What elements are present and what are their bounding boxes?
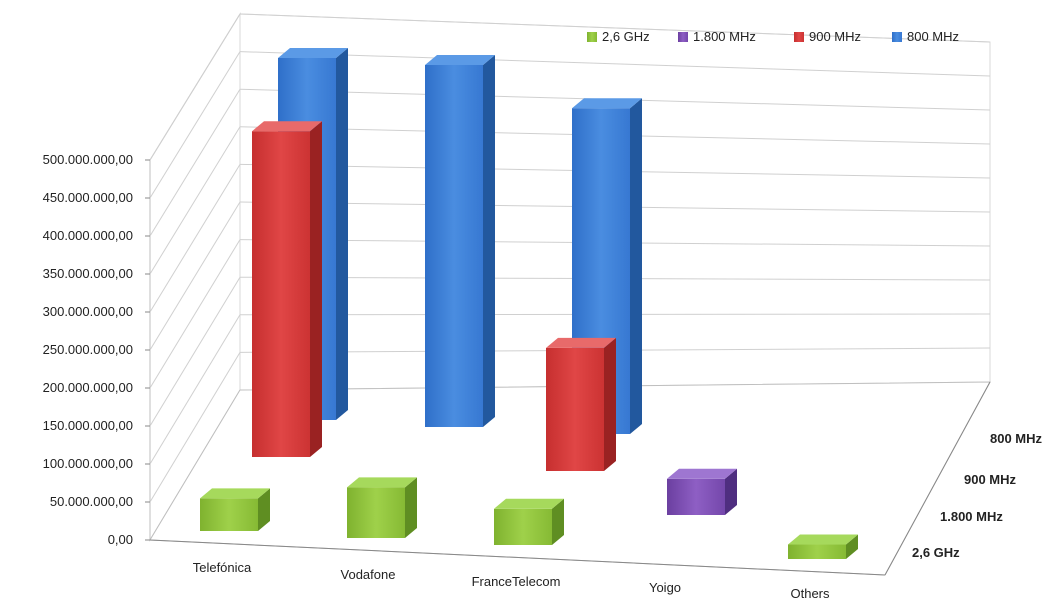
y-tick-label: 350.000.000,00 (43, 266, 133, 281)
bar-top (278, 48, 348, 58)
x-axis-line (149, 539, 886, 576)
depth-label-2-6-ghz: 2,6 GHz (912, 545, 960, 560)
category-label-francetelecom: FranceTelecom (472, 574, 561, 589)
bar-side (258, 488, 270, 531)
y-tick-label: 300.000.000,00 (43, 304, 133, 319)
depth-label-900-mhz: 900 MHz (964, 472, 1017, 487)
bar-side (846, 534, 858, 559)
depth-axis-line (884, 381, 991, 576)
legend-label-800-mhz: 800 MHz (907, 29, 959, 44)
gridline (149, 276, 241, 427)
x-axis: Telefónica Vodafone FranceTelecom Yoigo … (149, 539, 886, 601)
bar-top (425, 55, 495, 65)
bar-2-2 (546, 337, 616, 471)
bar-0-2 (252, 121, 322, 457)
bar-front (546, 347, 604, 471)
bar-side (336, 48, 348, 420)
bar-top (788, 534, 858, 545)
gridline (149, 201, 241, 351)
bar-front (788, 544, 846, 559)
bar-side (405, 477, 417, 538)
bar-side (725, 468, 737, 515)
bar-side (310, 121, 322, 457)
y-axis-ticks: 0,00 50.000.000,00 100.000.000,00 150.000.0… (43, 152, 150, 547)
y-tick-label: 150.000.000,00 (43, 418, 133, 433)
bar-front (494, 508, 552, 545)
legend-label-900-mhz: 900 MHz (809, 29, 861, 44)
depth-label-800-mhz: 800 MHz (990, 431, 1043, 446)
bar-1-0 (347, 477, 417, 538)
bar-side (552, 498, 564, 545)
category-label-yoigo: Yoigo (649, 580, 681, 595)
gridline (149, 88, 241, 237)
category-label-vodafone: Vodafone (341, 567, 396, 582)
y-tick-label: 200.000.000,00 (43, 380, 133, 395)
gridline (239, 13, 991, 43)
gridline (149, 314, 241, 465)
bar-2-0 (494, 498, 564, 545)
bar-front (347, 487, 405, 538)
bar-1-3 (425, 55, 495, 427)
gridline (149, 352, 241, 503)
bar-side (604, 337, 616, 471)
gridline (149, 239, 241, 389)
legend-swatch-900-mhz (794, 32, 804, 42)
bar-top (572, 98, 642, 109)
gridline (149, 51, 241, 199)
bar-side (630, 98, 642, 434)
bar-top (494, 498, 564, 509)
y-tick-label: 0,00 (108, 532, 133, 547)
gridline (149, 164, 241, 313)
y-tick-label: 450.000.000,00 (43, 190, 133, 205)
category-label-telefonica: Telefónica (193, 560, 252, 575)
gridline (149, 13, 241, 161)
bars (200, 48, 858, 559)
y-tick-label: 500.000.000,00 (43, 152, 133, 167)
bar-top (200, 488, 270, 499)
bar-3-1 (667, 468, 737, 515)
gridline (239, 51, 991, 77)
bar-4-0 (788, 534, 858, 559)
gridline (149, 126, 241, 275)
legend-swatch-800-mhz (892, 32, 902, 42)
bar-front (252, 131, 310, 457)
depth-axis: 2,6 GHz 1.800 MHz 900 MHz 800 MHz (884, 381, 1043, 576)
bar-top (347, 477, 417, 488)
bar-0-0 (200, 488, 270, 531)
y-tick-label: 100.000.000,00 (43, 456, 133, 471)
bar-front (425, 65, 483, 427)
legend-label-1800-mhz: 1.800 MHz (693, 29, 756, 44)
bar-top (252, 121, 322, 132)
legend: 2,6 GHz 1.800 MHz 900 MHz 800 MHz (587, 29, 959, 44)
bar-front (200, 498, 258, 531)
y-tick-label: 250.000.000,00 (43, 342, 133, 357)
legend-label-2-6-ghz: 2,6 GHz (602, 29, 650, 44)
y-tick-label: 50.000.000,00 (50, 494, 133, 509)
legend-swatch-2-6-ghz (587, 32, 597, 42)
y-tick-label: 400.000.000,00 (43, 228, 133, 243)
category-label-others: Others (790, 586, 830, 601)
bar-top (667, 468, 737, 479)
bar-top (546, 337, 616, 348)
bar-side (483, 55, 495, 427)
bar-front (667, 478, 725, 515)
depth-label-1800-mhz: 1.800 MHz (940, 509, 1003, 524)
legend-swatch-1800-mhz (678, 32, 688, 42)
